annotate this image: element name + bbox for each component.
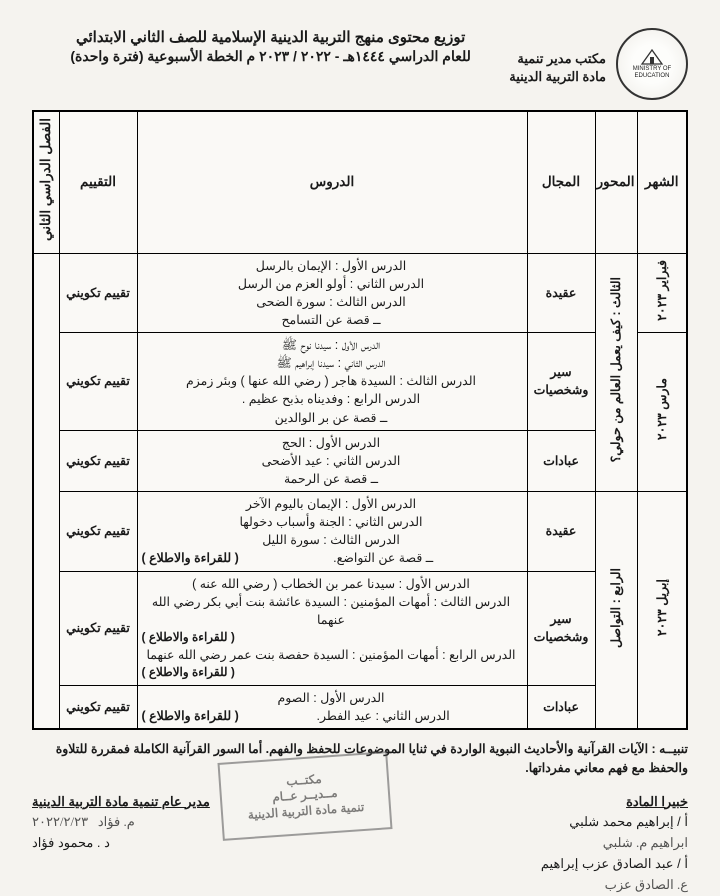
cell: الدرس الأول : سيدنا عمر بن الخطاب ( رضي … — [137, 571, 527, 685]
cell: تقييم تكويني — [59, 333, 137, 431]
cell: الدرس الأول : سيدنا نوح ﷺالدرس الثاني : … — [137, 333, 527, 431]
table-row: فبراير ٢٠٢٣الثالث : كيف يعمل العالم من ح… — [33, 253, 687, 333]
cell: عبادات — [527, 685, 595, 729]
cell: تقييم تكويني — [59, 571, 137, 685]
director-block: مدير عام تنمية مادة التربية الدينية م. ف… — [32, 792, 210, 896]
office-stamp: مكتــب مــديــر عــام تنمية مادة التربية… — [217, 751, 392, 841]
office-text: مكتب مدير تنمية مادة التربية الدينية — [509, 50, 606, 86]
header: MINISTRY OF EDUCATION مكتب مدير تنمية ما… — [32, 28, 688, 100]
cell: تقييم تكويني — [59, 492, 137, 572]
cell: سير وشخصيات — [527, 571, 595, 685]
cell: سير وشخصيات — [527, 333, 595, 431]
cell: الدرس الأول : الإيمان بالرسلالدرس الثاني… — [137, 253, 527, 333]
table-row: سير وشخصياتالدرس الأول : سيدنا عمر بن ال… — [33, 571, 687, 685]
cell: الدرس الأول : الصومالدرس الثاني : عيد ال… — [137, 685, 527, 729]
semester-cell: الفصل الدراسي الثاني — [33, 111, 59, 253]
doc-title-2: للعام الدراسي ١٤٤٤هـ - ٢٠٢٢ / ٢٠٢٣ م الخ… — [40, 48, 501, 65]
experts-block: خبيرا المادة أ / إبراهيم محمد شلبي ابراه… — [541, 792, 688, 896]
office-block: MINISTRY OF EDUCATION مكتب مدير تنمية ما… — [509, 28, 688, 100]
col-lessons: الدروس — [137, 111, 527, 253]
title-block: توزيع محتوى منهج التربية الدينية الإسلام… — [32, 28, 509, 65]
table-row: إبريل ٢٠٢٣الرابع : التواصلعقيدةالدرس الأ… — [33, 492, 687, 572]
cell: عقيدة — [527, 492, 595, 572]
cell: الدرس الأول : الإيمان باليوم الآخرالدرس … — [137, 492, 527, 572]
cell: الثالث : كيف يعمل العالم من حولي؟ — [595, 253, 637, 492]
col-month: الشهر — [637, 111, 687, 253]
cell: عبادات — [527, 430, 595, 491]
col-axis: المحور — [595, 111, 637, 253]
cell: الدرس الأول : الحجالدرس الثاني : عيد الأ… — [137, 430, 527, 491]
col-field: المجال — [527, 111, 595, 253]
cell: فبراير ٢٠٢٣ — [637, 253, 687, 333]
table-header-row: الشهر المحور المجال الدروس التقييم الفصل… — [33, 111, 687, 253]
doc-title-1: توزيع محتوى منهج التربية الدينية الإسلام… — [40, 28, 501, 46]
cell: الرابع : التواصل — [595, 492, 637, 730]
ministry-logo: MINISTRY OF EDUCATION — [616, 28, 688, 100]
cell: عقيدة — [527, 253, 595, 333]
cell: تقييم تكويني — [59, 430, 137, 491]
cell: تقييم تكويني — [59, 685, 137, 729]
cell: إبريل ٢٠٢٣ — [637, 492, 687, 730]
table-row: عباداتالدرس الأول : الصومالدرس الثاني : … — [33, 685, 687, 729]
curriculum-table: الشهر المحور المجال الدروس التقييم الفصل… — [32, 110, 688, 730]
cell: تقييم تكويني — [59, 253, 137, 333]
cell: مارس ٢٠٢٣ — [637, 333, 687, 492]
table-row: مارس ٢٠٢٣سير وشخصياتالدرس الأول : سيدنا … — [33, 333, 687, 431]
col-eval: التقييم — [59, 111, 137, 253]
table-row: عباداتالدرس الأول : الحجالدرس الثاني : ع… — [33, 430, 687, 491]
